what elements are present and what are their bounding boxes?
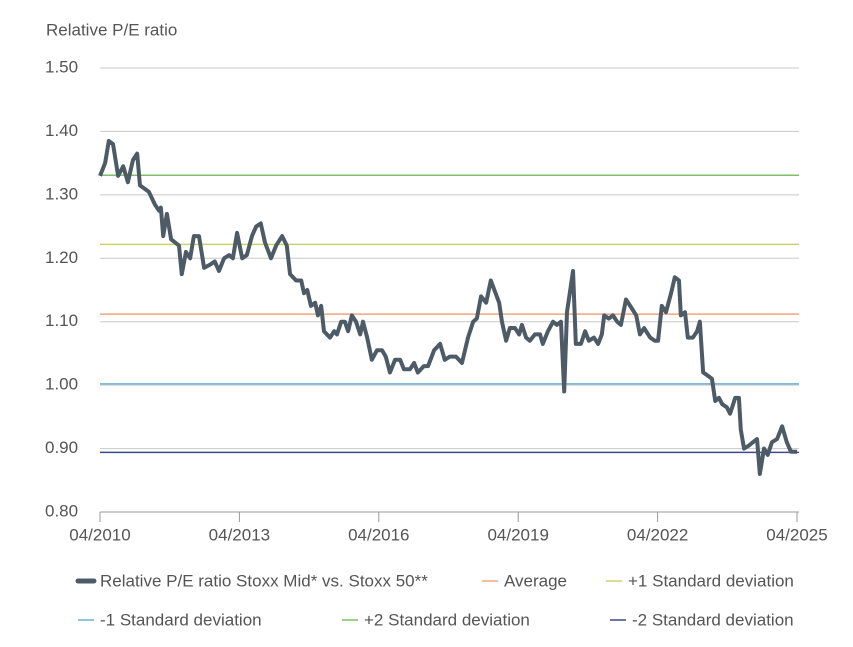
x-tick-label: 04/2010 <box>69 525 130 544</box>
y-tick-label: 0.80 <box>45 501 78 520</box>
y-tick-label: 0.90 <box>45 438 78 457</box>
y-axis-label: Relative P/E ratio <box>46 20 177 39</box>
legend-label: Relative P/E ratio Stoxx Mid* vs. Stoxx … <box>100 571 428 590</box>
x-tick-label: 04/2022 <box>627 525 688 544</box>
data-line <box>98 138 797 476</box>
legend-label: +1 Standard deviation <box>628 571 794 590</box>
legend-label: -1 Standard deviation <box>100 610 262 629</box>
y-tick-label: 1.30 <box>45 184 78 203</box>
x-tick-label: 04/2016 <box>348 525 409 544</box>
y-tick-label: 1.40 <box>45 121 78 140</box>
legend-label: -2 Standard deviation <box>632 610 794 629</box>
legend-label: Average <box>504 571 567 590</box>
x-tick-label: 04/2019 <box>487 525 548 544</box>
x-tick-label: 04/2025 <box>766 525 827 544</box>
y-tick-label: 1.00 <box>45 375 78 394</box>
legend-label: +2 Standard deviation <box>364 610 530 629</box>
y-tick-label: 1.10 <box>45 311 78 330</box>
y-tick-label: 1.20 <box>45 248 78 267</box>
x-tick-label: 04/2013 <box>209 525 270 544</box>
y-tick-label: 1.50 <box>45 57 78 76</box>
